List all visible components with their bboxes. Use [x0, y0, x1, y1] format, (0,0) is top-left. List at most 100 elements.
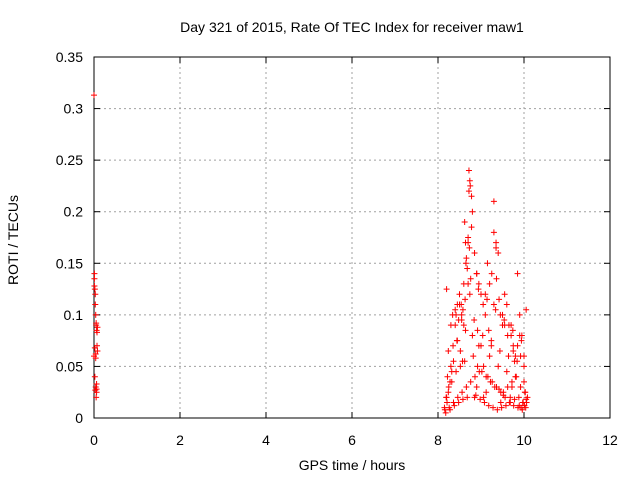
- data-point: [481, 399, 488, 406]
- data-point: [486, 353, 493, 360]
- data-point: [450, 399, 457, 406]
- data-point: [450, 358, 457, 365]
- data-point: [498, 404, 505, 411]
- data-point: [465, 280, 472, 287]
- data-point: [469, 332, 476, 339]
- data-point: [493, 384, 500, 391]
- data-point: [467, 378, 474, 385]
- x-axis-tick-labels: 0 2 4 6 8 10 12: [90, 432, 618, 448]
- y-axis-label: ROTI / TECUs: [5, 195, 21, 285]
- x-tick-label: 2: [176, 432, 184, 448]
- data-point: [92, 387, 99, 394]
- data-point: [455, 399, 462, 406]
- data-point: [468, 224, 475, 231]
- data-point: [494, 406, 501, 413]
- data-point: [450, 342, 457, 349]
- x-tick-label: 6: [348, 432, 356, 448]
- data-point: [446, 404, 453, 411]
- y-tick-label: 0.05: [56, 358, 83, 374]
- data-point: [471, 317, 478, 324]
- data-point: [485, 402, 492, 409]
- data-point: [480, 363, 487, 370]
- data-point: [471, 373, 478, 380]
- data-point: [462, 260, 469, 267]
- x-tick-label: 12: [602, 432, 618, 448]
- data-point: [484, 260, 491, 267]
- data-point: [467, 275, 474, 282]
- data-point: [448, 368, 455, 375]
- data-point: [452, 306, 459, 313]
- data-point: [506, 399, 513, 406]
- data-point: [510, 347, 517, 354]
- data-point: [469, 208, 476, 215]
- data-point: [447, 363, 454, 370]
- data-point: [482, 291, 489, 298]
- data-point: [511, 396, 518, 403]
- data-point: [514, 270, 521, 277]
- data-point: [502, 402, 509, 409]
- data-point: [522, 389, 529, 396]
- data-point: [512, 373, 519, 380]
- data-point: [475, 342, 482, 349]
- data-point: [480, 394, 487, 401]
- data-point: [508, 384, 515, 391]
- data-point: [453, 311, 460, 318]
- data-point: [507, 394, 514, 401]
- data-point: [456, 291, 463, 298]
- data-point: [465, 167, 472, 174]
- y-tick-label: 0.3: [64, 101, 84, 117]
- data-point: [443, 394, 450, 401]
- data-point: [496, 347, 503, 354]
- data-point: [445, 347, 452, 354]
- y-axis-tick-labels: 0 0.05 0.1 0.15 0.2 0.25 0.3 0.35: [56, 49, 83, 426]
- data-point: [488, 342, 495, 349]
- y-tick-label: 0.1: [64, 307, 84, 323]
- data-point: [460, 322, 467, 329]
- data-point: [500, 392, 507, 399]
- data-point: [489, 378, 496, 385]
- data-point: [499, 311, 506, 318]
- data-point: [463, 255, 470, 262]
- data-point: [473, 384, 480, 391]
- grid-lines: [94, 57, 610, 418]
- data-point: [462, 327, 469, 334]
- data-point: [466, 177, 473, 184]
- data-point: [510, 402, 517, 409]
- data-point: [463, 384, 470, 391]
- data-point: [447, 378, 454, 385]
- y-tick-label: 0: [75, 410, 83, 426]
- data-point: [484, 296, 491, 303]
- data-point: [470, 353, 477, 360]
- data-point: [475, 280, 482, 287]
- data-point: [458, 311, 465, 318]
- x-tick-label: 8: [434, 432, 442, 448]
- data-point: [509, 327, 516, 334]
- data-point: [523, 306, 530, 313]
- data-point: [91, 275, 98, 282]
- x-tick-label: 10: [516, 432, 532, 448]
- data-point: [515, 394, 522, 401]
- data-point: [493, 239, 500, 246]
- data-point: [464, 394, 471, 401]
- data-point: [474, 363, 481, 370]
- data-point: [516, 332, 523, 339]
- data-point: [462, 239, 469, 246]
- data-point: [451, 402, 458, 409]
- data-point: [459, 389, 466, 396]
- data-point: [466, 291, 473, 298]
- data-point: [517, 384, 524, 391]
- data-point: [94, 347, 101, 354]
- data-point: [454, 394, 461, 401]
- data-point: [471, 249, 478, 256]
- data-point: [442, 409, 449, 416]
- data-point: [459, 396, 466, 403]
- data-point: [508, 378, 515, 385]
- data-point: [461, 219, 468, 226]
- y-tick-label: 0.25: [56, 152, 83, 168]
- data-point: [521, 363, 527, 370]
- data-point: [512, 353, 519, 360]
- data-point: [490, 198, 497, 205]
- data-point: [93, 386, 100, 393]
- data-point: [441, 406, 448, 413]
